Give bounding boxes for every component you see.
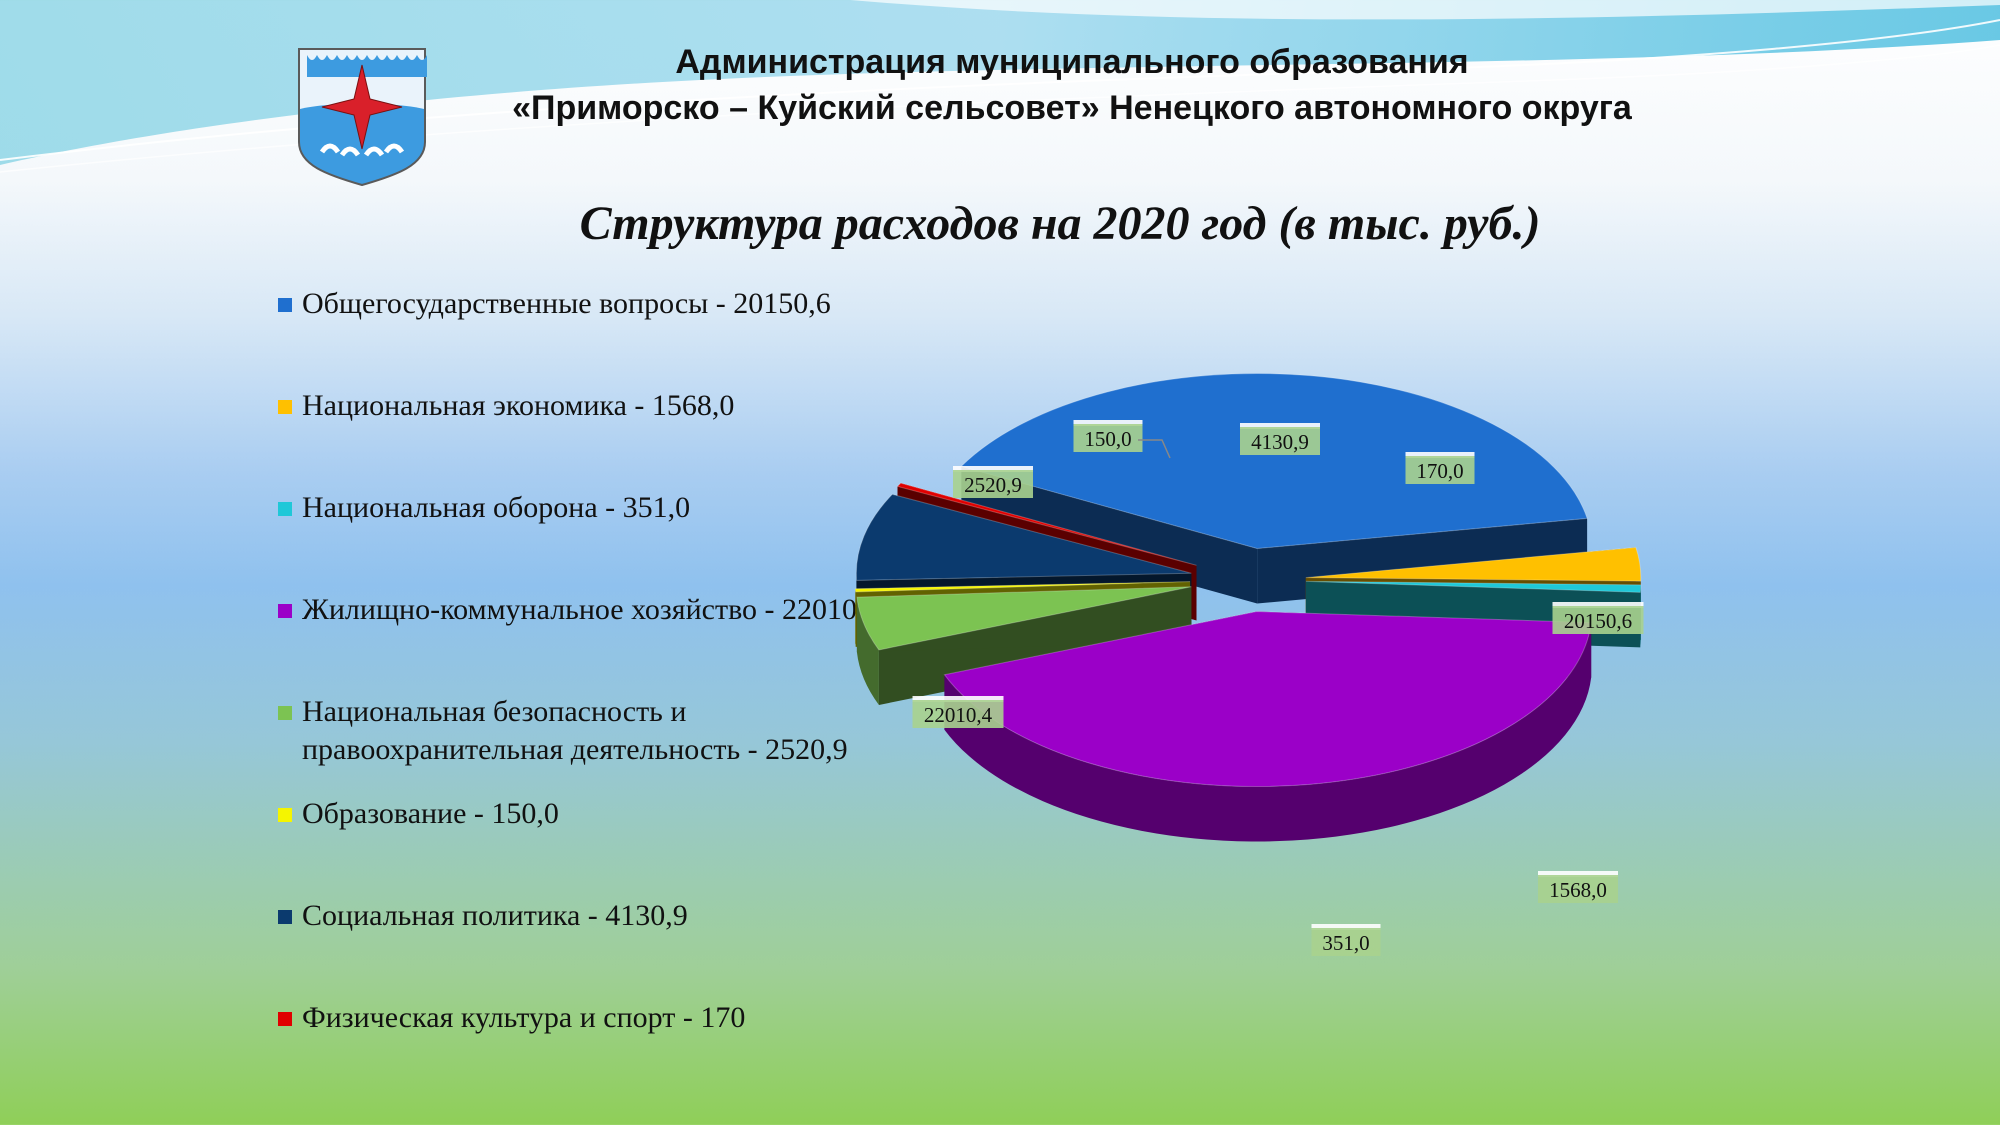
data-label-text: 1568,0 <box>1549 878 1607 902</box>
data-label-3: 22010,4 <box>912 696 1004 728</box>
pie-slice-rim <box>944 622 1592 842</box>
pie-slice-rim <box>856 597 879 705</box>
pie-slice-top <box>896 482 1197 566</box>
leader-line <box>1138 439 1171 459</box>
legend-label: Национальная экономика - 1568,0 <box>302 389 735 422</box>
pie-slice-top <box>856 586 1192 651</box>
pie-slice-top <box>854 581 1191 593</box>
header-line-1: Администрация муниципального образования <box>675 43 1469 81</box>
data-label-1: 1568,0 <box>1538 871 1618 903</box>
data-label-highlight <box>1538 871 1618 877</box>
data-label-box <box>1073 424 1143 452</box>
coat-of-arms-icon <box>298 48 427 187</box>
pie-slice-3 <box>943 611 1592 842</box>
data-label-text: 22010,4 <box>924 703 993 727</box>
legend-label: Общегосударственные вопросы - 20150,6 <box>302 287 831 320</box>
legend-item-economy: Национальная экономика - 1568,0 <box>278 387 898 425</box>
data-label-box <box>1311 928 1381 956</box>
legend-item-social: Социальная политика - 4130,9 <box>278 897 898 935</box>
legend-item-education: Образование - 150,0 <box>278 795 898 833</box>
data-label-text: 20150,6 <box>1564 609 1632 633</box>
legend-swatch <box>278 1012 292 1026</box>
data-label-highlight <box>1552 602 1644 608</box>
data-label-4: 2520,9 <box>953 466 1033 498</box>
legend-swatch <box>278 400 292 414</box>
legend-item-defense: Национальная оборона - 351,0 <box>278 489 898 527</box>
data-label-box <box>1552 606 1644 634</box>
legend-label: Национальная безопасность и правоохранит… <box>302 695 848 766</box>
legend-item-security: Национальная безопасность и правоохранит… <box>278 693 898 769</box>
legend-label: Физическая культура и спорт - 170 <box>302 1001 746 1034</box>
legend-label: Образование - 150,0 <box>302 797 559 830</box>
data-label-text: 2520,9 <box>964 473 1022 497</box>
data-label-highlight <box>1240 423 1320 429</box>
data-label-highlight <box>912 696 1004 702</box>
legend-swatch <box>278 808 292 822</box>
data-label-box <box>953 470 1033 498</box>
pie-slice-top <box>855 493 1192 581</box>
data-label-2: 351,0 <box>1311 924 1381 956</box>
header-line-2: «Приморско – Куйский сельсовет» Ненецког… <box>512 89 1632 127</box>
legend-label: Национальная оборона - 351,0 <box>302 491 691 524</box>
data-label-box <box>912 700 1004 728</box>
legend-item-sport: Физическая культура и спорт - 170 <box>278 999 898 1037</box>
legend-swatch <box>278 706 292 720</box>
pie-slice-top <box>960 372 1588 550</box>
legend-label: Социальная политика - 4130,9 <box>302 899 688 932</box>
data-label-text: 170,0 <box>1416 459 1463 483</box>
data-label-5: 150,0 <box>1073 420 1143 452</box>
chart-title: Структура расходов на 2020 год (в тыс. р… <box>579 197 1541 250</box>
legend-swatch <box>278 502 292 516</box>
data-label-box <box>1538 875 1618 903</box>
data-label-text: 150,0 <box>1084 427 1131 451</box>
data-label-highlight <box>1311 924 1381 930</box>
legend-item-general: Общегосударственные вопросы - 20150,6 <box>278 285 898 323</box>
data-label-highlight <box>953 466 1033 472</box>
data-label-box <box>1240 427 1320 455</box>
data-label-box <box>1405 456 1475 484</box>
data-label-highlight <box>1073 420 1143 426</box>
legend-swatch <box>278 910 292 924</box>
legend-item-housing: Жилищно-коммунальное хозяйство - 22010,4 <box>278 591 898 629</box>
data-label-0: 20150,6 <box>1552 602 1644 634</box>
data-label-highlight <box>1405 452 1475 458</box>
data-label-text: 4130,9 <box>1251 430 1309 454</box>
legend-swatch <box>278 298 292 312</box>
legend-label: Жилищно-коммунальное хозяйство - 22010,4 <box>302 593 880 626</box>
data-label-7: 170,0 <box>1405 452 1475 484</box>
pie-slice-top <box>1305 546 1642 582</box>
pie-slice-top <box>1305 580 1642 593</box>
data-label-6: 4130,9 <box>1240 423 1320 455</box>
data-label-text: 351,0 <box>1322 931 1369 955</box>
legend-swatch <box>278 604 292 618</box>
pie-slice-top <box>943 611 1592 788</box>
